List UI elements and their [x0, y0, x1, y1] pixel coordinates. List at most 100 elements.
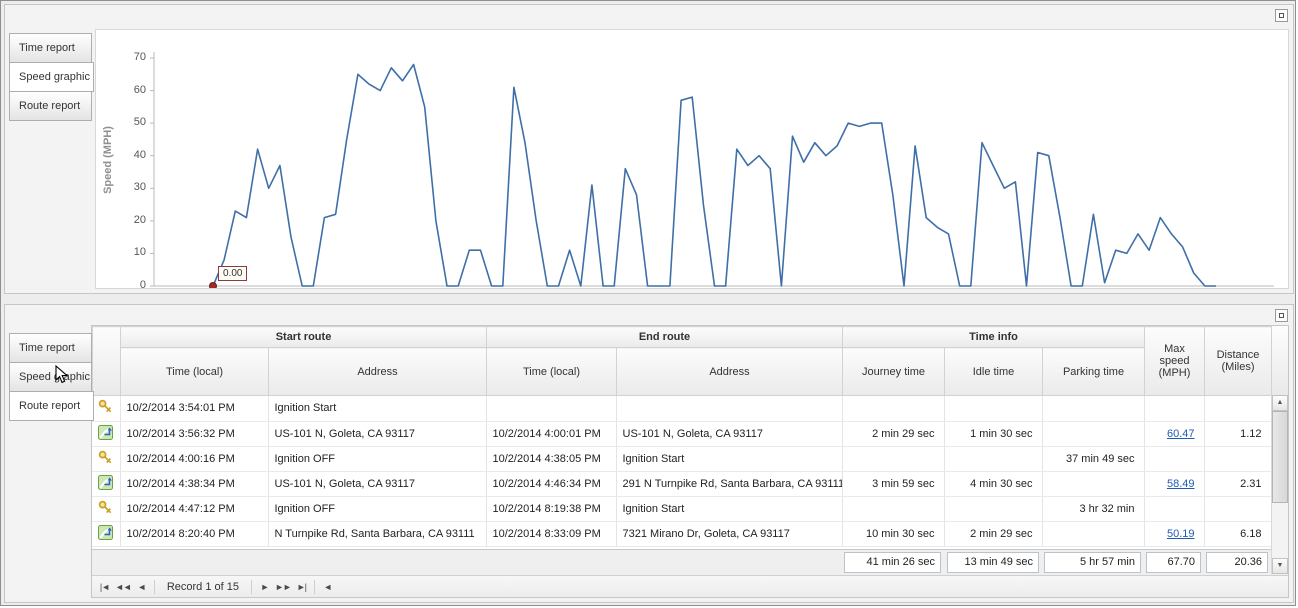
bottom-report-tabs: Time report Speed graphic Route report	[9, 333, 95, 421]
cell-start-time: 10/2/2014 4:38:34 PM	[120, 471, 269, 497]
cell-end-time	[486, 396, 617, 422]
cell-distance: 1.12	[1204, 421, 1272, 447]
cell-parking-time	[1042, 421, 1145, 447]
y-axis-tick-label: 20	[133, 213, 146, 226]
tab-route-report[interactable]: Route report	[9, 91, 92, 121]
cell-distance: 6.18	[1204, 521, 1272, 547]
nav-next-page-button[interactable]: ►►	[274, 581, 292, 592]
cell-end-time: 10/2/2014 8:19:38 PM	[486, 496, 617, 522]
cell-idle-time: 1 min 30 sec	[944, 421, 1043, 447]
y-axis-tick-label: 70	[133, 51, 146, 63]
collapse-top-panel-button[interactable]	[1275, 9, 1288, 22]
cell-journey-time	[842, 446, 945, 472]
nav-prev-page-button[interactable]: ◄◄	[115, 581, 132, 592]
group-header-start-route[interactable]: Start route	[120, 326, 487, 348]
h-scroll-left-button[interactable]: ◄	[323, 581, 332, 592]
cell-end-address: 291 N Turnpike Rd, Santa Barbara, CA 931…	[616, 471, 843, 497]
cell-row-icon	[92, 446, 121, 472]
collapse-icon	[1279, 13, 1284, 18]
table-row[interactable]: 10/2/2014 4:00:16 PM Ignition OFF 10/2/201…	[92, 446, 1272, 472]
vertical-scrollbar[interactable]: ▲ ▼	[1271, 395, 1288, 574]
speed-chart[interactable]: Speed (MPH) 0 10 20 30 40 50 60 70 0.00	[95, 29, 1289, 289]
max-speed-link[interactable]: 58.49	[1166, 477, 1195, 490]
table-row[interactable]: 10/2/2014 3:56:32 PM US-101 N, Goleta, CA…	[92, 421, 1272, 447]
cell-journey-time	[842, 496, 945, 522]
max-speed-link[interactable]: 60.47	[1166, 427, 1195, 440]
record-count-label: Record 1 of 15	[166, 580, 239, 593]
column-header-max-speed[interactable]: Max speed (MPH)	[1144, 326, 1206, 396]
route-grid: Start route End route Time info Max spee…	[91, 325, 1289, 598]
mouse-cursor	[55, 365, 68, 384]
cell-parking-time	[1042, 521, 1145, 547]
cell-parking-time: 3 hr 32 min	[1042, 496, 1145, 522]
column-header-end-time[interactable]: Time (local)	[486, 347, 617, 396]
collapse-icon	[1279, 313, 1284, 318]
nav-separator	[250, 579, 252, 594]
tab-route-report[interactable]: Route report	[9, 391, 94, 421]
cell-idle-time	[944, 396, 1043, 422]
route-icon	[98, 474, 114, 493]
summary-idle-time: 13 min 49 sec	[947, 552, 1039, 573]
cell-journey-time: 10 min 30 sec	[842, 521, 945, 547]
cell-start-address: US-101 N, Goleta, CA 93117	[268, 421, 487, 447]
y-axis-tick-label: 50	[133, 116, 146, 129]
column-header-parking-time[interactable]: Parking time	[1041, 347, 1146, 396]
summary-journey-time: 41 min 26 sec	[844, 552, 941, 573]
record-navigator: |◄ ◄◄ ◄ Record 1 of 15 ► ►► ►| ◄	[92, 575, 1288, 597]
scroll-down-icon[interactable]: ▼	[1272, 558, 1288, 574]
tab-speed-graphic[interactable]: Speed graphic	[9, 362, 92, 392]
cell-start-time: 10/2/2014 8:20:40 PM	[120, 521, 269, 547]
column-header-start-time[interactable]: Time (local)	[120, 347, 269, 396]
key-icon	[98, 399, 113, 417]
cell-end-time: 10/2/2014 8:33:09 PM	[486, 521, 617, 547]
speed-line-chart[interactable]	[150, 36, 1278, 289]
tab-speed-graphic[interactable]: Speed graphic	[9, 62, 94, 92]
cell-end-time: 10/2/2014 4:46:34 PM	[486, 471, 617, 497]
cell-parking-time: 37 min 49 sec	[1042, 446, 1145, 472]
cell-end-address: 7321 Mirano Dr, Goleta, CA 93117	[616, 521, 843, 547]
table-row[interactable]: 10/2/2014 4:47:12 PM Ignition OFF 10/2/201…	[92, 496, 1272, 522]
cell-row-icon	[92, 396, 121, 422]
tab-time-report[interactable]: Time report	[9, 33, 92, 63]
table-row[interactable]: 10/2/2014 8:20:40 PM N Turnpike Rd, Santa…	[92, 521, 1272, 547]
cell-start-time: 10/2/2014 3:56:32 PM	[120, 421, 269, 447]
column-header-distance[interactable]: Distance (Miles)	[1204, 326, 1273, 396]
cell-parking-time	[1042, 396, 1145, 422]
summary-row: 41 min 26 sec 13 min 49 sec 5 hr 57 min …	[92, 549, 1288, 575]
cell-start-address: Ignition OFF	[268, 496, 487, 522]
table-row[interactable]: 10/2/2014 3:54:01 PM Ignition Start	[92, 396, 1272, 422]
table-row[interactable]: 10/2/2014 4:38:34 PM US-101 N, Goleta, CA…	[92, 471, 1272, 497]
y-axis-tick-label: 0	[139, 279, 146, 289]
collapse-bottom-panel-button[interactable]	[1275, 309, 1288, 322]
column-header-journey-time[interactable]: Journey time	[842, 347, 945, 396]
cell-end-address: Ignition Start	[616, 446, 843, 472]
row-indicator-header	[92, 326, 121, 396]
cell-idle-time	[944, 446, 1043, 472]
nav-last-button[interactable]: ►|	[296, 581, 307, 592]
cell-row-icon	[92, 471, 121, 497]
column-header-idle-time[interactable]: Idle time	[944, 347, 1043, 396]
cell-end-address: US-101 N, Goleta, CA 93117	[616, 421, 843, 447]
cell-journey-time: 3 min 59 sec	[842, 471, 945, 497]
cell-max-speed: 58.49	[1144, 471, 1205, 497]
speed-graphic-panel: Time report Speed graphic Route report S…	[4, 4, 1294, 294]
cell-row-icon	[92, 521, 121, 547]
cell-idle-time	[944, 496, 1043, 522]
cell-start-time: 10/2/2014 4:47:12 PM	[120, 496, 269, 522]
tab-time-report[interactable]: Time report	[9, 333, 92, 363]
y-axis-tick-label: 40	[133, 148, 146, 161]
max-speed-link[interactable]: 50.19	[1166, 527, 1195, 540]
cell-end-address: Ignition Start	[616, 496, 843, 522]
group-header-end-route[interactable]: End route	[486, 326, 843, 348]
cell-distance: 2.31	[1204, 471, 1272, 497]
scrollbar-thumb[interactable]	[1272, 411, 1288, 503]
scroll-up-icon[interactable]: ▲	[1272, 395, 1288, 411]
nav-first-button[interactable]: |◄	[99, 581, 110, 592]
column-header-start-address[interactable]: Address	[268, 347, 487, 396]
column-header-end-address[interactable]: Address	[616, 347, 843, 396]
group-header-time-info[interactable]: Time info	[841, 326, 1146, 348]
route-icon	[98, 524, 114, 543]
nav-next-button[interactable]: ►	[260, 581, 270, 592]
nav-prev-button[interactable]: ◄	[137, 581, 146, 592]
nav-separator	[313, 579, 315, 594]
